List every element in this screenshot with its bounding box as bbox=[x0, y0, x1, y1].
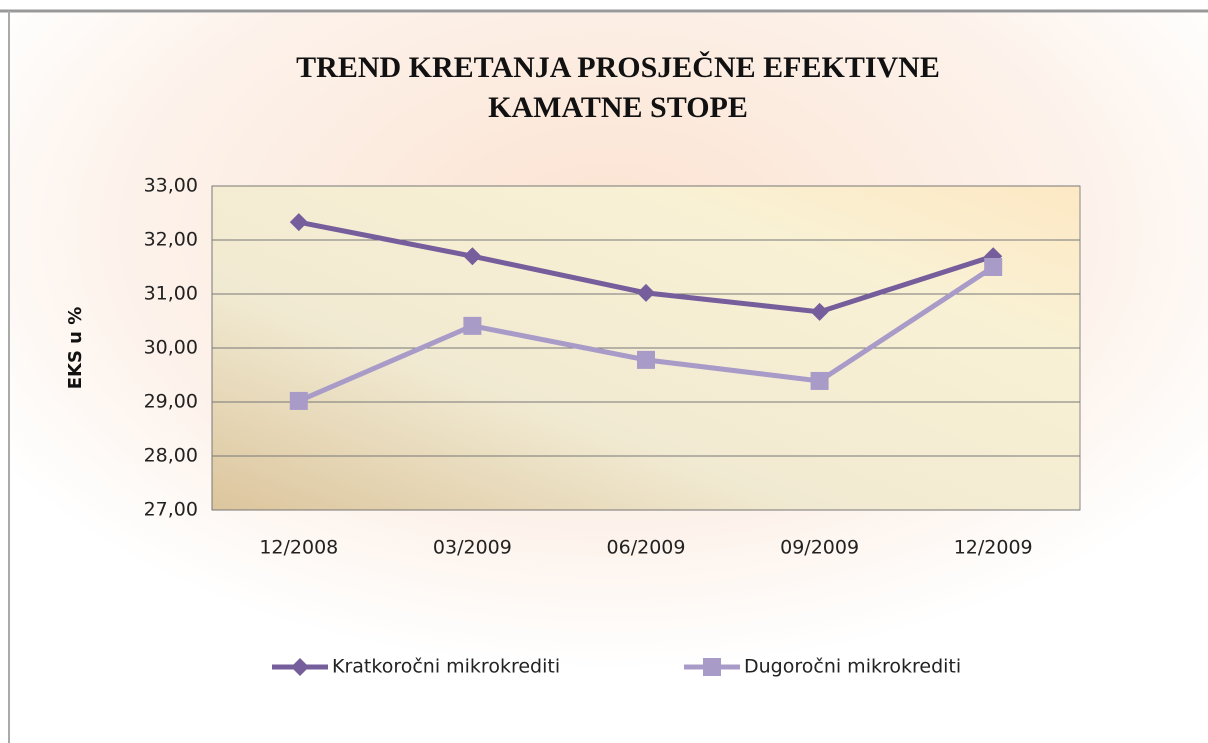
chart-title: KAMATNE STOPE bbox=[488, 91, 748, 124]
x-tick-label: 06/2009 bbox=[607, 537, 686, 559]
y-tick-label: 32,00 bbox=[144, 229, 198, 251]
x-tick-label: 03/2009 bbox=[433, 537, 512, 559]
x-tick-label: 09/2009 bbox=[780, 537, 859, 559]
marker bbox=[810, 371, 829, 390]
series bbox=[289, 258, 1003, 410]
marker bbox=[637, 350, 655, 369]
y-tick-label: 28,00 bbox=[144, 445, 198, 467]
y-tick-label: 30,00 bbox=[144, 337, 198, 359]
marker bbox=[984, 258, 1003, 276]
x-tick-label: 12/2008 bbox=[259, 537, 338, 559]
marker bbox=[637, 283, 655, 302]
y-tick-label: 29,00 bbox=[144, 391, 198, 413]
y-tick-label: 27,00 bbox=[144, 499, 198, 521]
y-tick-label: 31,00 bbox=[144, 283, 198, 305]
x-tick-label: 12/2009 bbox=[954, 537, 1033, 559]
marker bbox=[463, 247, 482, 266]
marker bbox=[463, 316, 482, 335]
series bbox=[289, 213, 1003, 321]
y-axis-label: EKS u % bbox=[65, 307, 86, 390]
legend-marker bbox=[703, 658, 721, 676]
y-tick-label: 33,00 bbox=[144, 175, 198, 197]
legend-label: Kratkoročni mikrokrediti bbox=[332, 656, 560, 678]
marker bbox=[289, 391, 308, 410]
marker bbox=[289, 213, 308, 232]
legend-marker bbox=[291, 658, 309, 676]
marker bbox=[810, 302, 829, 321]
chart-title: TREND KRETANJA PROSJEČNE EFEKTIVNE bbox=[296, 51, 940, 84]
legend-label: Dugoročni mikrokrediti bbox=[744, 656, 961, 678]
